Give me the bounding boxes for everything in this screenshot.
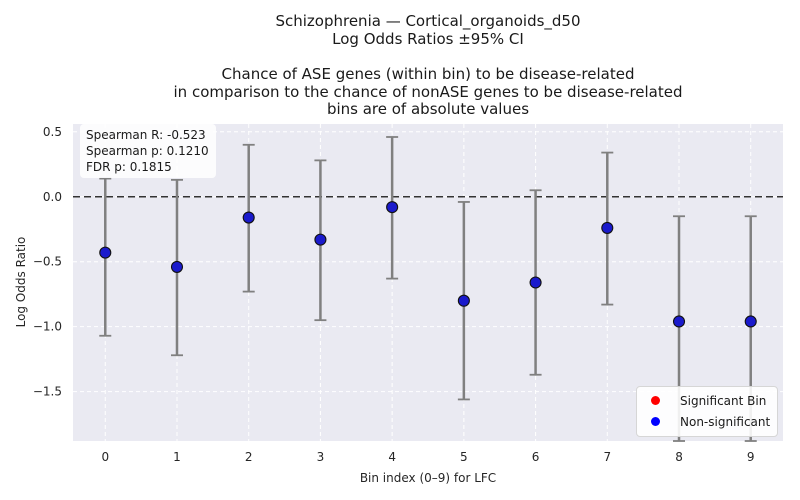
legend-label-nonsignificant: Non-significant [680, 414, 771, 429]
x-tick-label: 3 [317, 450, 325, 464]
data-point [457, 294, 470, 307]
chart-title-line-2: Log Odds Ratios ±95% CI [332, 30, 524, 48]
data-point [314, 233, 327, 246]
data-points [99, 201, 757, 328]
y-tick-label: −1.0 [33, 320, 62, 334]
data-point [99, 246, 112, 259]
spearman-stats-box: Spearman R: -0.523 Spearman p: 0.1210 FD… [80, 124, 216, 178]
y-axis-label: Log Odds Ratio [14, 237, 28, 328]
x-tick-label: 4 [388, 450, 396, 464]
data-point [672, 315, 686, 328]
data-point [601, 221, 614, 234]
spearman-r-text: Spearman R: -0.523 [86, 128, 206, 142]
data-point [170, 260, 184, 273]
chart-title-line-6: bins are of absolute values [326, 100, 530, 118]
x-tick-label: 1 [173, 450, 181, 464]
x-tick-label: 5 [460, 450, 468, 464]
x-axis-label: Bin index (0–9) for LFC [360, 471, 496, 485]
x-tick-label: 8 [675, 450, 683, 464]
chart-title-line-5: in comparison to the chance of nonASE ge… [173, 83, 683, 101]
chart-title-line-4: Chance of ASE genes (within bin) to be d… [221, 65, 635, 83]
spearman-p-text: Spearman p: 0.1210 [86, 144, 209, 158]
y-tick-label: −1.5 [33, 385, 62, 399]
data-point [242, 211, 255, 224]
data-point [386, 201, 399, 214]
y-tick-label: 0.0 [43, 190, 62, 204]
legend-item-significant: Significant Bin [637, 390, 777, 411]
x-tick-label: 6 [532, 450, 540, 464]
x-tick-labels: 0 1 2 3 4 5 6 7 8 9 [101, 450, 754, 464]
x-tick-label: 0 [101, 450, 109, 464]
legend-label-significant: Significant Bin [680, 393, 767, 408]
error-bars [99, 136, 757, 442]
x-tick-label: 7 [603, 450, 611, 464]
legend: Significant Bin Non-significant [636, 386, 778, 437]
chart-title-line-1: Schizophrenia — Cortical_organoids_d50 [275, 12, 581, 30]
legend-item-nonsignificant: Non-significant [637, 411, 777, 432]
y-tick-labels: −1.5 −1.0 −0.5 0.0 0.5 [33, 125, 62, 399]
y-tick-label: 0.5 [43, 125, 62, 139]
fdr-p-text: FDR p: 0.1815 [86, 160, 172, 174]
x-tick-label: 2 [245, 450, 253, 464]
x-tick-label: 9 [747, 450, 755, 464]
significant-marker-icon [651, 396, 660, 405]
data-point [744, 315, 757, 328]
nonsignificant-marker-icon [651, 417, 660, 426]
y-tick-label: −0.5 [33, 255, 62, 269]
data-point [529, 276, 542, 289]
